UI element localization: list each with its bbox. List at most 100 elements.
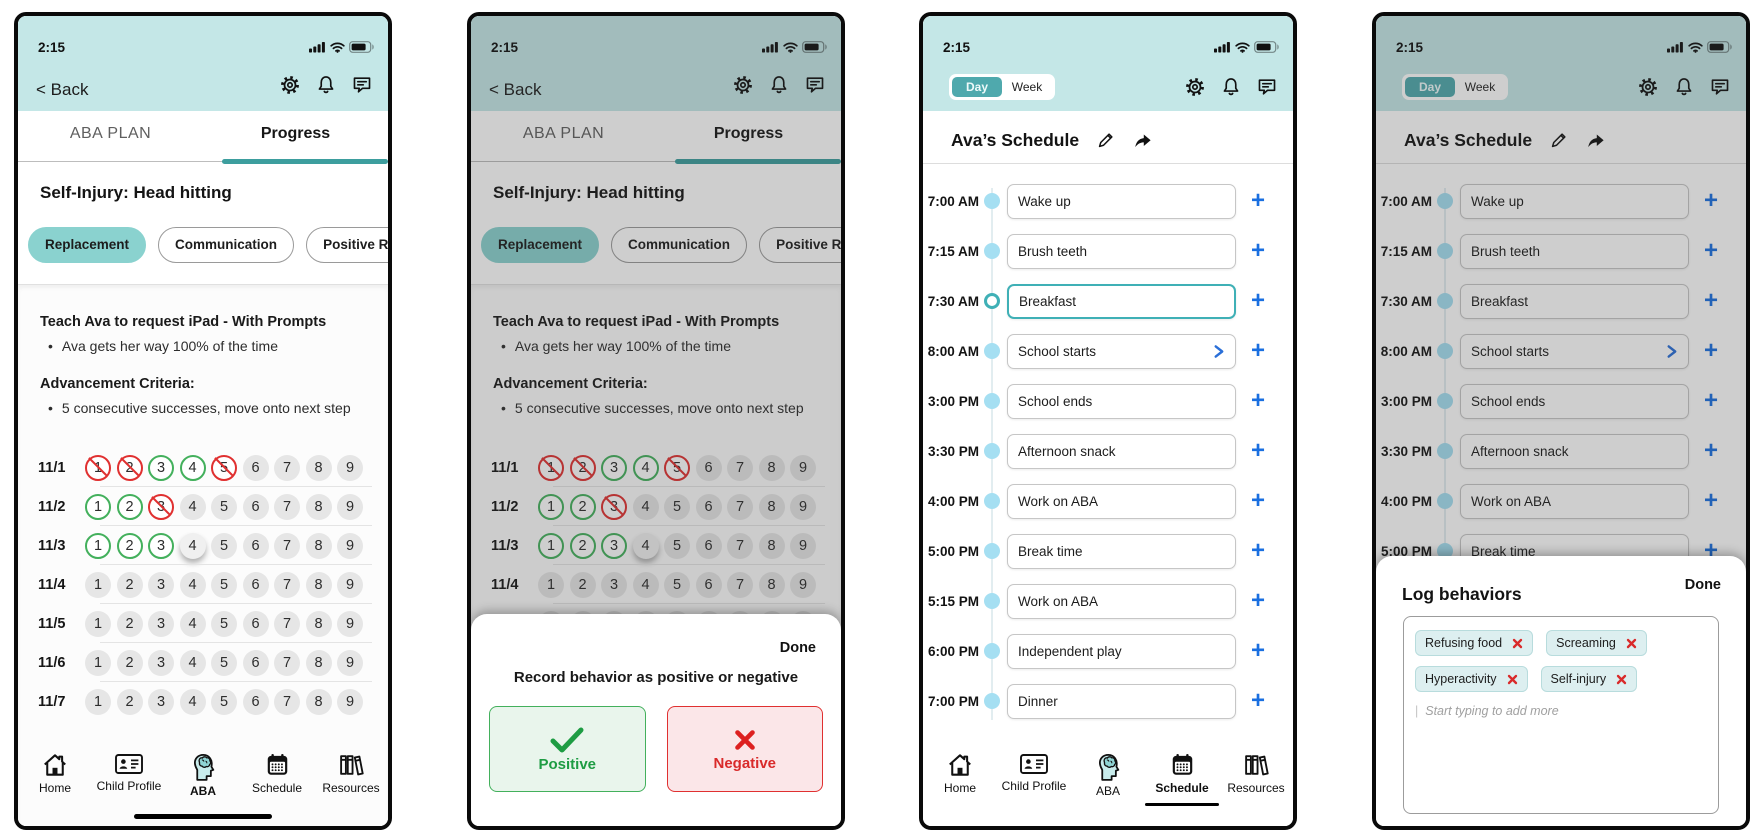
trial-circle[interactable]: 5 bbox=[664, 454, 690, 481]
trial-circle[interactable]: 2 bbox=[569, 493, 596, 520]
trial-circle[interactable]: 6 bbox=[242, 571, 269, 598]
trial-circle[interactable]: 9 bbox=[790, 571, 816, 598]
trial-circle[interactable]: 7 bbox=[274, 688, 300, 715]
trial-circle[interactable]: 1 bbox=[85, 493, 111, 520]
trial-circle[interactable]: 4 bbox=[179, 610, 206, 637]
back-button[interactable]: < Back bbox=[36, 80, 89, 99]
done-button[interactable]: Done bbox=[1684, 577, 1721, 593]
activity-input[interactable]: Afternoon snack bbox=[1007, 433, 1236, 469]
trial-circle[interactable]: 3 bbox=[148, 532, 174, 559]
activity-input[interactable]: School ends bbox=[1007, 383, 1236, 419]
activity-input[interactable]: Wake up bbox=[1460, 183, 1689, 219]
trial-circle[interactable]: 5 bbox=[211, 649, 237, 676]
trial-circle[interactable]: 9 bbox=[790, 532, 816, 559]
trial-circle[interactable]: 4 bbox=[179, 454, 206, 481]
trial-circle[interactable]: 6 bbox=[242, 493, 269, 520]
trial-circle[interactable]: 2 bbox=[569, 532, 596, 559]
trial-circle[interactable]: 8 bbox=[758, 493, 785, 520]
trial-circle[interactable]: 8 bbox=[305, 454, 332, 481]
positive-button[interactable]: Positive bbox=[489, 706, 646, 792]
bell-icon[interactable] bbox=[1673, 76, 1695, 98]
trial-circle[interactable]: 9 bbox=[337, 454, 363, 481]
trial-circle[interactable]: 5 bbox=[211, 493, 237, 520]
trial-circle[interactable]: 2 bbox=[569, 571, 596, 598]
trial-circle[interactable]: 7 bbox=[274, 532, 300, 559]
add-activity-button[interactable]: + bbox=[1251, 387, 1266, 414]
tab-progress[interactable]: Progress bbox=[713, 125, 784, 142]
bell-icon[interactable] bbox=[768, 74, 790, 96]
strategy-chip-positive-r[interactable]: Positive R bbox=[759, 227, 841, 263]
trial-circle[interactable]: 1 bbox=[538, 493, 564, 520]
trial-circle[interactable]: 8 bbox=[305, 532, 332, 559]
negative-button[interactable]: Negative bbox=[666, 706, 823, 792]
activity-input[interactable]: Brush teeth bbox=[1460, 233, 1689, 269]
x-small-icon[interactable] bbox=[1512, 638, 1523, 649]
trial-circle[interactable]: 4 bbox=[179, 649, 206, 676]
nav-item-schedule[interactable]: Schedule bbox=[240, 752, 314, 798]
add-activity-button[interactable]: + bbox=[1251, 487, 1266, 514]
trial-circle[interactable]: 4 bbox=[632, 454, 659, 481]
trial-circle[interactable]: 8 bbox=[305, 493, 332, 520]
toggle-day[interactable]: Day bbox=[1405, 77, 1455, 97]
gear-icon[interactable] bbox=[1637, 76, 1659, 98]
trial-circle[interactable]: 2 bbox=[116, 571, 143, 598]
activity-input[interactable]: Independent play bbox=[1007, 633, 1236, 669]
nav-item-aba[interactable]: ABA bbox=[166, 752, 240, 798]
trial-circle[interactable]: 2 bbox=[116, 454, 143, 481]
trial-circle[interactable]: 3 bbox=[601, 571, 627, 598]
trial-circle[interactable]: 5 bbox=[664, 493, 690, 520]
trial-circle[interactable]: 9 bbox=[790, 454, 816, 481]
trial-circle[interactable]: 9 bbox=[337, 610, 363, 637]
activity-input[interactable]: School ends bbox=[1460, 383, 1689, 419]
trial-circle[interactable]: 3 bbox=[601, 493, 627, 520]
trial-circle[interactable]: 6 bbox=[242, 688, 269, 715]
add-activity-button[interactable]: + bbox=[1704, 487, 1719, 514]
trial-circle[interactable]: 2 bbox=[116, 532, 143, 559]
pencil-icon[interactable] bbox=[1096, 131, 1115, 150]
activity-input[interactable]: Work on ABA bbox=[1460, 483, 1689, 519]
trial-circle[interactable]: 8 bbox=[758, 532, 785, 559]
trial-circle[interactable]: 6 bbox=[695, 454, 722, 481]
trial-circle[interactable]: 9 bbox=[337, 649, 363, 676]
toggle-day[interactable]: Day bbox=[952, 77, 1002, 97]
gear-icon[interactable] bbox=[732, 74, 754, 96]
trial-circle[interactable]: 6 bbox=[695, 532, 722, 559]
strategy-chip-communication[interactable]: Communication bbox=[611, 227, 748, 263]
trial-circle[interactable]: 8 bbox=[305, 688, 332, 715]
add-activity-button[interactable]: + bbox=[1704, 237, 1719, 264]
nav-item-resources[interactable]: Resources bbox=[314, 752, 388, 798]
behavior-input-box[interactable]: Refusing food Screaming Hyperactivity Self-… bbox=[1403, 616, 1719, 814]
activity-input[interactable]: Afternoon snack bbox=[1460, 433, 1689, 469]
nav-item-resources[interactable]: Resources bbox=[1219, 752, 1293, 798]
strategy-chip-positive-r[interactable]: Positive R bbox=[306, 227, 388, 263]
trial-circle[interactable]: 1 bbox=[85, 454, 111, 481]
trial-circle[interactable]: 4 bbox=[179, 532, 206, 559]
add-activity-button[interactable]: + bbox=[1251, 287, 1266, 314]
trial-circle[interactable]: 4 bbox=[179, 571, 206, 598]
trial-circle[interactable]: 3 bbox=[148, 610, 174, 637]
add-activity-button[interactable]: + bbox=[1251, 437, 1266, 464]
chat-icon[interactable] bbox=[804, 74, 826, 96]
chat-icon[interactable] bbox=[1256, 76, 1278, 98]
trial-circle[interactable]: 2 bbox=[116, 610, 143, 637]
trial-circle[interactable]: 5 bbox=[211, 532, 237, 559]
trial-circle[interactable]: 6 bbox=[695, 493, 722, 520]
trial-circle[interactable]: 1 bbox=[85, 532, 111, 559]
trial-circle[interactable]: 5 bbox=[211, 454, 237, 481]
trial-circle[interactable]: 6 bbox=[242, 649, 269, 676]
x-small-icon[interactable] bbox=[1626, 638, 1637, 649]
chat-icon[interactable] bbox=[1709, 76, 1731, 98]
nav-item-child-profile[interactable]: Child Profile bbox=[997, 752, 1071, 798]
activity-input[interactable]: Break time bbox=[1007, 533, 1236, 569]
tab-aba-plan[interactable]: ABA PLAN bbox=[522, 125, 605, 142]
trial-circle[interactable]: 1 bbox=[538, 571, 564, 598]
trial-circle[interactable]: 2 bbox=[116, 649, 143, 676]
trial-circle[interactable]: 6 bbox=[242, 454, 269, 481]
trial-circle[interactable]: 4 bbox=[632, 571, 659, 598]
trial-circle[interactable]: 1 bbox=[85, 649, 111, 676]
nav-item-child-profile[interactable]: Child Profile bbox=[92, 752, 166, 798]
behavior-chip-self-injury[interactable]: Self-injury bbox=[1540, 666, 1638, 692]
trial-circle[interactable]: 5 bbox=[211, 571, 237, 598]
x-small-icon[interactable] bbox=[1507, 674, 1518, 685]
trial-circle[interactable]: 1 bbox=[85, 571, 111, 598]
